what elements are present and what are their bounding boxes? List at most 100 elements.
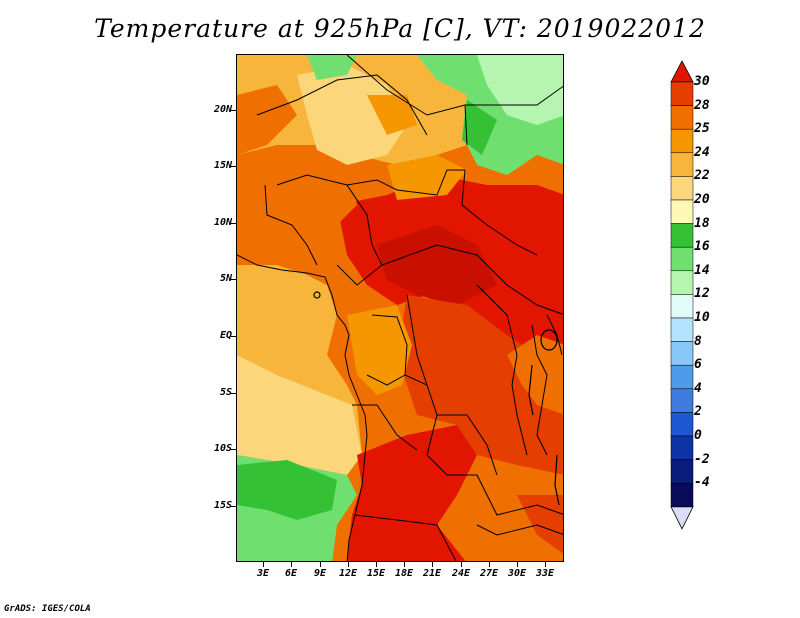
colorbar-cell <box>670 435 694 460</box>
colorbar-label: 16 <box>694 239 710 255</box>
colorbar-cell <box>670 412 694 437</box>
gabon-orange <box>347 305 412 395</box>
lat-label: 15S <box>213 500 232 511</box>
lon-tick <box>263 562 264 567</box>
colorbar-label: 24 <box>694 144 710 160</box>
lon-label: 6E <box>284 568 298 579</box>
colorbar-cell <box>670 388 694 413</box>
lon-tick <box>320 562 321 567</box>
colorbar-cell <box>670 176 694 201</box>
lon-tick <box>461 562 462 567</box>
lat-tick-15s <box>231 506 236 507</box>
colorbar-label: 2 <box>694 404 702 420</box>
lat-tick-10n <box>231 223 236 224</box>
lon-label: 18E <box>394 568 414 579</box>
colorbar-label: 0 <box>694 428 702 443</box>
temperature-field <box>237 55 563 561</box>
lon-tick <box>489 562 490 567</box>
colorbar-cell <box>670 81 694 106</box>
colorbar-label: 18 <box>694 215 710 231</box>
lat-label: 20N <box>213 104 232 115</box>
colorbar-cell <box>670 294 694 319</box>
lon-tick <box>517 562 518 567</box>
country-borders <box>237 55 563 561</box>
lat-label: 15N <box>213 160 232 171</box>
central-hottest <box>377 225 497 305</box>
atlantic-patch <box>237 280 282 315</box>
great-lakes-orange <box>507 335 563 415</box>
colorbar-label: 14 <box>694 262 710 278</box>
colorbar-label: 8 <box>694 333 702 349</box>
sahel-east-orange <box>387 155 467 200</box>
colorbar-cell <box>670 364 694 390</box>
lat-tick-20n <box>231 110 236 111</box>
colorbar-cell <box>670 246 694 272</box>
lakes <box>313 291 560 506</box>
lon-label: 15E <box>366 568 386 579</box>
lon-label: 21E <box>422 568 442 579</box>
lon-label: 33E <box>535 568 555 579</box>
lon-label: 30E <box>507 568 527 579</box>
colorbar-cell <box>670 105 694 130</box>
lat-label: 10N <box>213 217 232 228</box>
colorbar-cell <box>670 270 694 295</box>
colorbar-label: 20 <box>694 192 710 207</box>
lat-tick-eq <box>231 336 236 337</box>
northeast-dark-green <box>462 100 497 155</box>
colorbar <box>670 60 694 530</box>
southern-hot-region <box>347 425 477 561</box>
colorbar-cell <box>670 199 694 224</box>
congo-basin-red <box>397 295 563 475</box>
lon-label: 24E <box>451 568 471 579</box>
lon-label: 9E <box>313 568 327 579</box>
lon-tick <box>404 562 405 567</box>
lat-label: 5S <box>219 387 232 398</box>
lon-tick <box>545 562 546 567</box>
lat-label: EQ <box>219 330 232 341</box>
colorbar-cell <box>670 152 694 177</box>
lat-tick-5s <box>231 393 236 394</box>
northwest-green <box>307 55 357 80</box>
colorbar-label: 12 <box>694 286 710 302</box>
sahel-west-orange <box>237 145 357 225</box>
colorbar-label: 25 <box>694 121 710 137</box>
colorbar-label: 10 <box>694 310 710 325</box>
lat-label: 5N <box>219 273 232 284</box>
colorbar-cells <box>670 60 694 530</box>
colorbar-label: 28 <box>694 97 710 113</box>
southeast-red-orange <box>517 495 563 554</box>
colorbar-cell <box>670 482 694 508</box>
colorbar-cell <box>670 317 694 342</box>
colorbar-cell <box>670 341 694 366</box>
colorbar-bottom-triangle <box>670 506 694 530</box>
colorbar-label: 30 <box>694 74 710 89</box>
colorbar-cell <box>670 223 694 248</box>
colorbar-label: 22 <box>694 168 710 184</box>
south-atlantic-cool <box>237 355 362 475</box>
credit-text: GrADS: IGES/COLA <box>4 604 91 614</box>
lon-tick <box>348 562 349 567</box>
southwest-dark-green <box>237 460 337 520</box>
temperature-map <box>236 54 564 562</box>
sahara-cool-patch <box>297 65 407 165</box>
colorbar-top-triangle <box>670 60 694 83</box>
lon-tick <box>376 562 377 567</box>
map-title: Temperature at 925hPa [C], VT: 201902201… <box>94 14 706 43</box>
lon-label: 27E <box>479 568 499 579</box>
northeast-light-green <box>477 55 563 125</box>
colorbar-label: 6 <box>694 357 702 373</box>
lon-tick <box>432 562 433 567</box>
sahara-mid-orange <box>367 95 417 135</box>
lat-label: 10S <box>213 443 232 454</box>
lat-tick-5n <box>231 279 236 280</box>
lat-tick-15n <box>231 166 236 167</box>
lat-tick-10s <box>231 449 236 450</box>
colorbar-cell <box>670 459 694 484</box>
colorbar-label: 4 <box>694 380 702 396</box>
colorbar-label: -2 <box>694 451 710 467</box>
colorbar-label: -4 <box>694 475 710 491</box>
colorbar-cell <box>670 128 694 154</box>
lon-tick <box>291 562 292 567</box>
lon-label: 12E <box>338 568 358 579</box>
lon-label: 3E <box>256 568 270 579</box>
